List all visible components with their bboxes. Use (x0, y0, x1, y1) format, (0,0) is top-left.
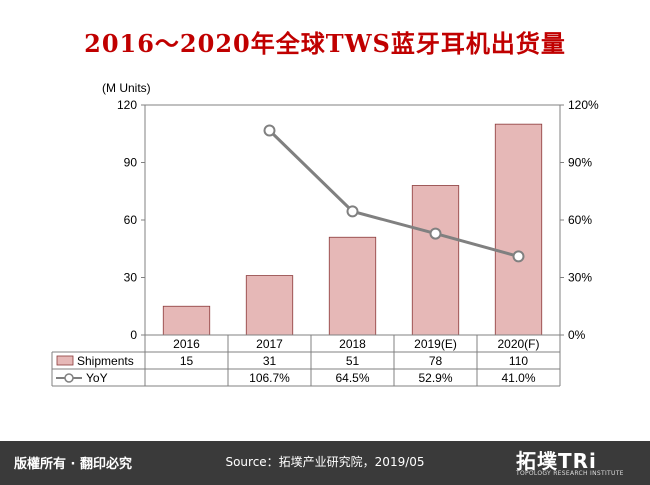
y2-tick-label: 30% (568, 271, 592, 285)
source-note: Source：拓墣产业研究院，2019/05 (225, 455, 425, 469)
x-tick-label: 2018 (339, 337, 366, 351)
legend-marker-yoy (64, 373, 74, 383)
y2-tick-label: 0% (568, 328, 586, 342)
data-label-yoy: 64.5% (335, 371, 369, 385)
x-tick-label: 2017 (256, 337, 283, 351)
brand-logo: 拓墣TRi TOPOLOGY RESEARCH INSTITUTE (516, 445, 634, 481)
bar (245, 275, 294, 336)
data-label-shipments: 78 (429, 354, 443, 368)
yoy-point (346, 205, 359, 218)
legend-label-shipments: Shipments (77, 354, 134, 368)
data-label-shipments: 31 (263, 354, 277, 368)
copyright-notice: 版權所有 · 翻印必究 (14, 457, 132, 472)
data-label-shipments: 51 (346, 354, 360, 368)
data-label-yoy: 106.7% (249, 371, 290, 385)
footer-bar: 版權所有 · 翻印必究 Source：拓墣产业研究院，2019/05 拓墣TRi… (0, 441, 650, 485)
data-label-yoy: 41.0% (501, 371, 535, 385)
bar (494, 123, 543, 336)
yoy-point (263, 124, 276, 137)
y-tick-label: 0 (130, 328, 137, 342)
chart-title: 2016～2020年全球TWS蓝牙耳机出货量 (84, 29, 566, 58)
y-tick-label: 90 (124, 156, 138, 170)
yoy-point (429, 227, 442, 240)
logo-text: 拓墣TRi (516, 449, 597, 473)
data-label-shipments: 110 (509, 354, 528, 368)
y-tick-label: 120 (117, 98, 137, 112)
y-axis-label: (M Units) (102, 81, 151, 95)
y-tick-label: 30 (124, 271, 138, 285)
yoy-point (512, 250, 525, 263)
y2-tick-label: 90% (568, 156, 592, 170)
x-tick-label: 2020(F) (497, 337, 539, 351)
data-label-shipments: 15 (180, 354, 194, 368)
x-tick-label: 2016 (173, 337, 200, 351)
bar (411, 185, 460, 336)
line-series (263, 124, 525, 263)
y-tick-label: 60 (124, 213, 138, 227)
legend-label-yoy: YoY (86, 371, 108, 385)
bar (162, 305, 211, 336)
data-table: 2016 2017 2018 2019(E) 2020(F) Shipments 15 31 5… (51, 334, 561, 387)
bar-series (162, 123, 543, 336)
x-tick-label: 2019(E) (414, 337, 457, 351)
legend-swatch-shipments (56, 355, 74, 366)
logo-tagline: TOPOLOGY RESEARCH INSTITUTE (516, 470, 624, 477)
bar (328, 236, 377, 336)
y2-tick-label: 60% (568, 213, 592, 227)
yoy-line (268, 129, 519, 258)
axes: 0 30 60 90 120 0% 30% 60% 90% 120% (M Units) (102, 81, 599, 342)
data-label-yoy: 52.9% (418, 371, 452, 385)
y2-tick-label: 120% (568, 98, 599, 112)
